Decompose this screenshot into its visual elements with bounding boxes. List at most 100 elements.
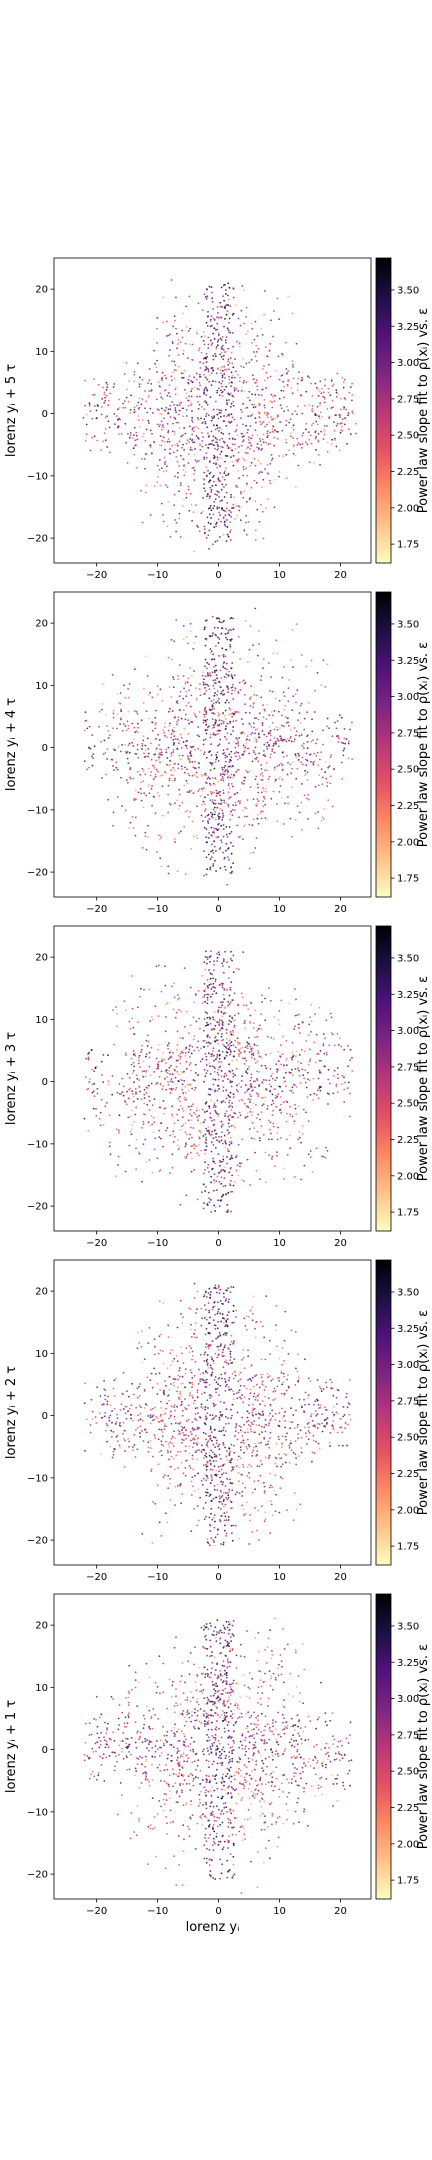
scatter-point [205,368,208,371]
scatter-point [207,794,209,796]
scatter-point [263,743,266,746]
scatter-point [223,388,226,391]
scatter-point [213,969,215,971]
scatter-point [212,1078,215,1081]
scatter-point [296,767,299,770]
scatter-point [172,678,175,681]
scatter-point [221,647,224,650]
scatter-point [170,1089,173,1092]
scatter-point [249,723,251,726]
scatter-point [223,799,226,802]
scatter-point [167,710,170,713]
scatter-point [244,806,246,809]
scatter-point [192,745,195,748]
scatter-point [195,771,198,774]
scatter-point [289,1427,291,1430]
scatter-point [224,1332,227,1334]
scatter-point [165,1129,168,1132]
scatter-point [257,718,260,721]
scatter-point [347,742,350,745]
scatter-point [204,988,207,990]
scatter-point [241,440,244,443]
scatter-point [249,1309,252,1312]
scatter-point [142,768,145,771]
scatter-point [232,1055,235,1058]
scatter-point [166,335,168,337]
scatter-point [222,662,225,664]
scatter-point [253,701,256,704]
scatter-point [253,1058,256,1060]
scatter-point [195,461,198,463]
scatter-point [205,1139,208,1141]
scatter-point [166,423,169,425]
scatter-point [204,810,206,812]
scatter-point [280,407,283,410]
scatter-point [179,1036,182,1039]
scatter-point [177,354,180,356]
scatter-point [128,1395,130,1398]
scatter-point [242,1439,245,1442]
scatter-point [287,370,290,372]
scatter-point [244,1027,246,1030]
scatter-point [296,389,299,392]
scatter-point [156,408,159,410]
scatter-point [229,988,232,991]
scatter-point [251,1111,254,1113]
scatter-point [345,408,348,411]
scatter-point [337,1444,340,1447]
scatter-point [264,1395,266,1398]
scatter-point [188,1106,191,1108]
scatter-point [217,417,220,420]
scatter-point [302,742,305,745]
scatter-point [170,375,173,378]
scatter-point [192,1103,194,1106]
scatter-point [88,402,91,404]
scatter-point [293,1084,296,1087]
scatter-point [114,749,116,752]
scatter-point [228,775,230,778]
scatter-point [118,701,121,704]
scatter-point [279,1108,282,1111]
scatter-point [150,1470,153,1472]
scatter-point [236,434,239,437]
scatter-point [210,509,213,512]
scatter-point [111,1410,113,1412]
scatter-point [250,358,253,361]
scatter-point [285,453,288,456]
scatter-point [252,818,255,821]
scatter-point [303,794,306,797]
scatter-point [200,814,203,817]
scatter-point [206,1110,208,1113]
scatter-point [152,795,155,798]
scatter-point [297,464,300,467]
scatter-point [157,733,160,736]
scatter-point [213,990,216,993]
scatter-point [233,1024,236,1027]
scatter-point [161,398,164,400]
scatter-point [211,813,214,816]
scatter-point [232,1076,235,1078]
scatter-point [171,779,174,782]
scatter-point [210,754,213,757]
scatter-point [206,1204,209,1206]
scatter-point [208,782,211,785]
scatter-point [215,674,218,676]
scatter-point [249,1392,252,1394]
scatter-point [252,1052,255,1055]
scatter-point [103,1388,106,1391]
scatter-point [283,725,285,728]
scatter-point [185,1157,188,1160]
scatter-point [209,479,211,482]
scatter-point [208,1062,211,1064]
scatter-point [222,982,224,985]
scatter-point [189,1062,192,1064]
scatter-point [203,1183,205,1186]
scatter-point [213,1067,216,1070]
scatter-point [209,507,211,509]
scatter-point [85,433,88,435]
scatter-point [192,792,195,794]
scatter-point [131,722,134,725]
scatter-point [223,373,226,375]
scatter-point [127,1097,130,1100]
scatter-point [245,1059,248,1062]
